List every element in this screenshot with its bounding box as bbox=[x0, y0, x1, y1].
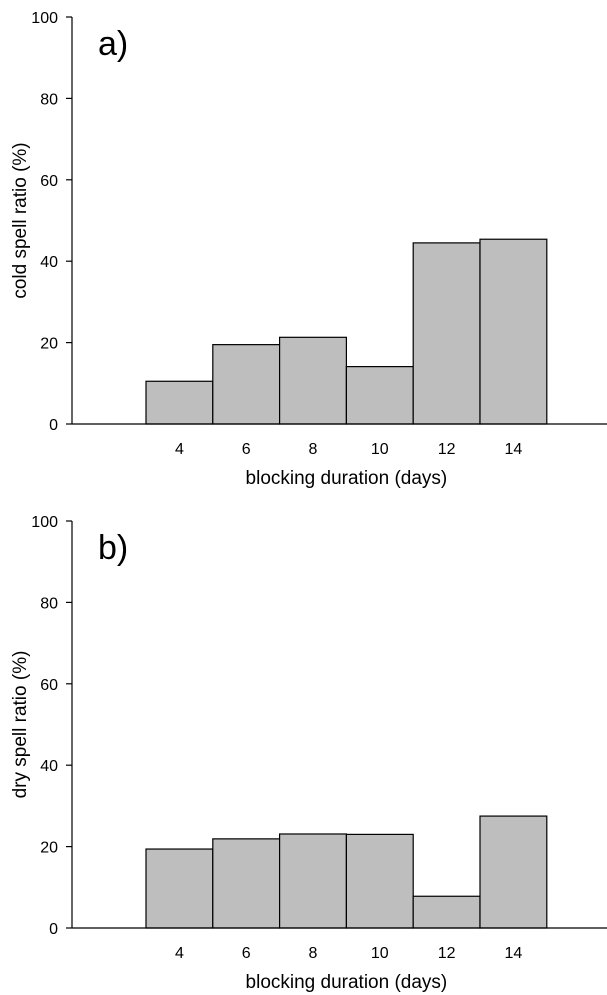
x-tick-label: 12 bbox=[438, 945, 456, 962]
y-tick-label: 60 bbox=[40, 677, 58, 694]
y-tick-label: 0 bbox=[49, 921, 58, 938]
bar-6 bbox=[212, 344, 281, 425]
y-tick-label: 40 bbox=[40, 758, 58, 775]
x-tick-label: 10 bbox=[371, 945, 389, 962]
panel-a: 0 20 40 60 80 100 4 6 8 10 12 14 blocking duration (… bbox=[10, 10, 607, 489]
panel-b: 0 20 40 60 80 100 4 6 8 10 12 14 blocking duration (… bbox=[10, 514, 607, 993]
bar-8 bbox=[279, 833, 348, 929]
panel-label: a) bbox=[98, 25, 128, 63]
x-tick-label: 14 bbox=[505, 441, 523, 458]
x-axis-title: blocking duration (days) bbox=[246, 468, 448, 489]
x-tick-label: 4 bbox=[175, 945, 184, 962]
bar-10 bbox=[345, 366, 414, 425]
y-tick-label: 100 bbox=[31, 514, 58, 531]
y-tick-label: 40 bbox=[40, 254, 58, 271]
panel-label: b) bbox=[98, 529, 128, 567]
bar-12 bbox=[412, 895, 481, 929]
bar-10 bbox=[345, 833, 414, 929]
y-axis-title: dry spell ratio (%) bbox=[10, 651, 31, 799]
bar-6 bbox=[212, 838, 281, 929]
x-tick-label: 6 bbox=[242, 441, 251, 458]
bar-14 bbox=[479, 815, 548, 929]
y-tick-label: 60 bbox=[40, 173, 58, 190]
x-tick-label: 8 bbox=[309, 441, 318, 458]
bar-4 bbox=[145, 380, 214, 425]
x-tick-label: 4 bbox=[175, 441, 184, 458]
bar-12 bbox=[412, 242, 481, 425]
y-tick-label: 20 bbox=[40, 336, 58, 353]
y-tick-label: 100 bbox=[31, 10, 58, 27]
x-tick-label: 6 bbox=[242, 945, 251, 962]
bar-8 bbox=[279, 336, 348, 425]
x-axis-title: blocking duration (days) bbox=[246, 972, 448, 993]
x-tick-label: 10 bbox=[371, 441, 389, 458]
x-tick-label: 8 bbox=[309, 945, 318, 962]
bar-4 bbox=[145, 848, 214, 929]
y-tick-label: 20 bbox=[40, 840, 58, 857]
x-tick-label: 12 bbox=[438, 441, 456, 458]
y-axis-title: cold spell ratio (%) bbox=[10, 142, 31, 298]
y-tick-label: 80 bbox=[40, 91, 58, 108]
bar-14 bbox=[479, 238, 548, 425]
x-tick-label: 14 bbox=[505, 945, 523, 962]
y-tick-label: 0 bbox=[49, 417, 58, 434]
y-tick-label: 80 bbox=[40, 595, 58, 612]
